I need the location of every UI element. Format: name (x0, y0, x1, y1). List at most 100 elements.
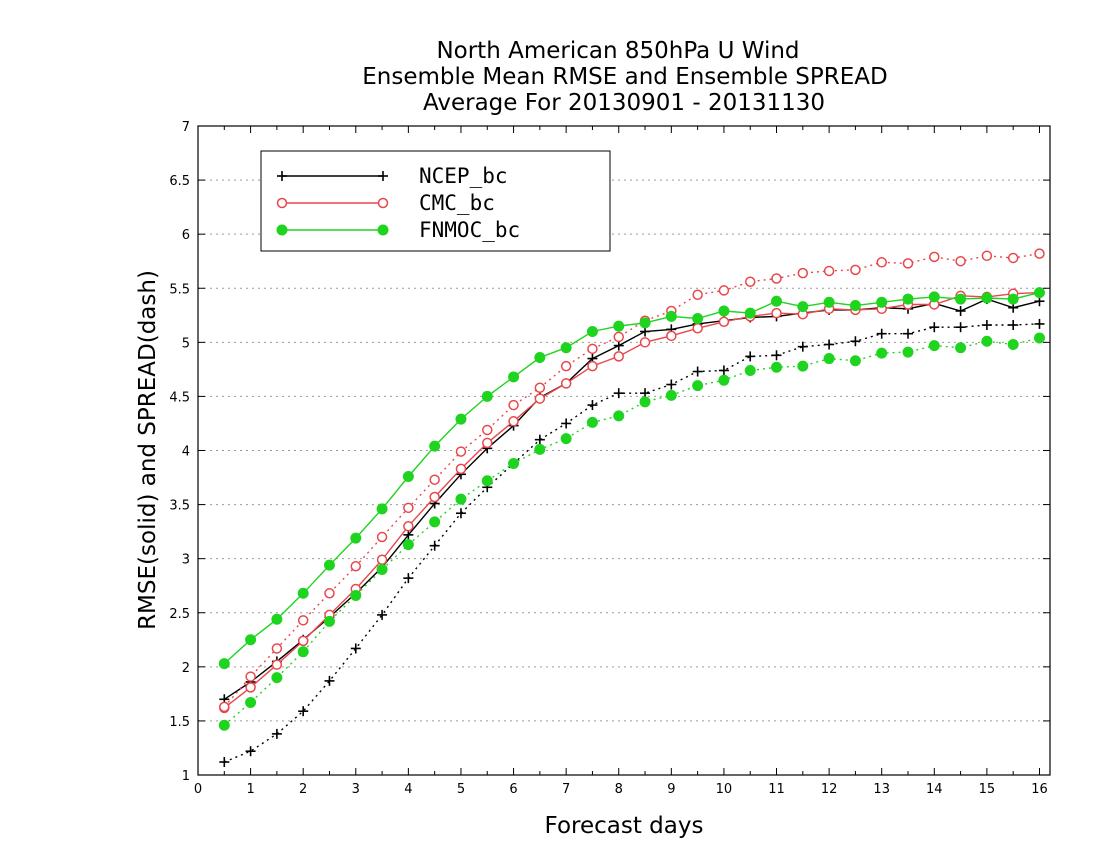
x-tick-label-14: 14 (926, 782, 943, 797)
series-fnmoc-bc-spread-point-17 (665, 389, 677, 401)
series-fnmoc-bc (218, 287, 1045, 731)
series-fnmoc-bc-rmse-point-17 (665, 310, 677, 322)
x-tick-label-10: 10 (716, 782, 733, 797)
series-cmc-bc (219, 248, 1045, 714)
series-ncep-bc-spread-point-1 (245, 746, 256, 757)
series-cmc-bc-spread-point-7 (403, 502, 414, 514)
series-ncep-bc-spread-line (224, 323, 1040, 763)
series-fnmoc-bc-rmse-point-10 (481, 390, 493, 402)
series-fnmoc-bc-spread-point-24 (849, 355, 861, 367)
y-tick-label-9: 5.5 (169, 282, 190, 297)
series-fnmoc-bc-rmse-point-7 (402, 470, 414, 482)
series-fnmoc-bc-rmse-point-25 (876, 296, 888, 308)
legend: NCEP_bc CMC_bc FNMOC_bc (260, 150, 611, 252)
series-cmc-bc-spread-point-10 (482, 424, 493, 436)
legend-marker-left-fnmoc-bc (276, 224, 288, 236)
series-fnmoc-bc-spread-point-25 (876, 347, 888, 359)
series-fnmoc-bc-spread-point-0 (218, 719, 230, 731)
x-tick-label-7: 7 (562, 782, 570, 797)
legend-label-ncep-bc: NCEP_bc (419, 164, 508, 188)
series-ncep-bc-spread-point-22 (797, 341, 808, 352)
series-ncep-bc-spread-point-26 (903, 328, 913, 339)
series-cmc-bc-spread-point-23 (823, 265, 835, 277)
series-ncep-bc (219, 294, 1045, 768)
series-ncep-bc-spread-point-2 (271, 728, 282, 739)
x-tick-label-9: 9 (667, 782, 675, 797)
series-cmc-bc-spread-point-0 (219, 701, 230, 713)
series-fnmoc-bc-spread-point-15 (613, 410, 625, 422)
series-ncep-bc-spread-point-23 (824, 339, 835, 350)
series-fnmoc-bc-rmse-point-30 (1007, 293, 1019, 305)
x-axis-label: Forecast days (545, 813, 704, 839)
series-ncep-bc-spread-point-3 (298, 706, 309, 717)
series-ncep-bc-spread-point-13 (561, 418, 572, 429)
series-cmc-bc-spread-point-12 (534, 382, 546, 394)
series-cmc-bc-spread-point-28 (955, 255, 966, 267)
series-cmc-bc-rmse-point-19 (718, 316, 730, 328)
series-cmc-bc-rmse-point-14 (587, 360, 598, 372)
series-fnmoc-bc-spread-point-7 (402, 539, 414, 551)
x-tick-label-2: 2 (299, 782, 307, 797)
legend-marker-right-ncep-bc (378, 171, 388, 181)
series-fnmoc-bc-spread-point-27 (928, 340, 940, 352)
series-fnmoc-bc-rmse-point-9 (455, 413, 467, 425)
y-tick-label-10: 6 (182, 228, 190, 243)
series-fnmoc-bc-spread-point-10 (481, 475, 493, 487)
series-ncep-bc-spread-point-20 (745, 351, 756, 362)
series-fnmoc-bc-rmse-point-2 (271, 613, 283, 625)
x-tick-label-8: 8 (615, 782, 623, 797)
series-fnmoc-bc-rmse-point-4 (323, 559, 335, 571)
series-cmc-bc-rmse-point-18 (692, 323, 703, 334)
series-fnmoc-bc-spread-point-31 (1033, 332, 1045, 344)
series-fnmoc-bc-spread-point-23 (823, 353, 835, 365)
series-fnmoc-bc-spread-point-16 (639, 396, 651, 408)
series-fnmoc-bc-rmse-point-16 (639, 317, 651, 329)
series-cmc-bc-spread-point-5 (350, 560, 362, 572)
series-cmc-bc-spread-point-6 (376, 531, 388, 543)
series-fnmoc-bc-spread-point-20 (744, 364, 756, 376)
series-fnmoc-bc-rmse-point-29 (981, 292, 993, 304)
series-cmc-bc-spread-point-4 (324, 588, 335, 599)
series-ncep-bc-spread-point-9 (455, 508, 466, 519)
series-ncep-bc-spread-point-24 (850, 336, 861, 347)
series-ncep-bc-spread-point-30 (1008, 320, 1019, 331)
y-tick-label-5: 3.5 (169, 499, 190, 514)
series-fnmoc-bc-spread-point-11 (508, 457, 520, 469)
series-cmc-bc-spread-point-30 (1007, 252, 1019, 264)
series-cmc-bc-spread-point-3 (297, 615, 309, 626)
series-cmc-bc-spread-point-14 (587, 343, 598, 355)
series-ncep-bc-spread-point-18 (692, 366, 703, 377)
series-fnmoc-bc-rmse-point-6 (376, 503, 388, 515)
series-cmc-bc-rmse-point-2 (271, 659, 283, 670)
series-fnmoc-bc-spread-point-2 (271, 672, 283, 684)
series-fnmoc-bc-rmse-point-14 (586, 326, 598, 338)
series-fnmoc-bc-spread-point-4 (323, 615, 335, 627)
legend-box (260, 150, 611, 252)
series-fnmoc-bc-rmse-point-27 (928, 291, 940, 303)
series-ncep-bc-spread-point-25 (876, 328, 887, 339)
y-tick-label-4: 3 (182, 553, 190, 568)
y-tick-label-3: 2.5 (169, 607, 190, 622)
x-tick-label-15: 15 (979, 782, 996, 797)
series-fnmoc-bc-spread-point-30 (1007, 338, 1019, 350)
series-fnmoc-bc-spread-point-6 (376, 563, 388, 575)
y-axis-label: RMSE(solid) and SPREAD(dash) (135, 270, 161, 630)
series-cmc-bc-rmse-point-15 (613, 351, 624, 362)
series-fnmoc-bc-spread-point-1 (245, 697, 257, 709)
series-fnmoc-bc-rmse-point-28 (955, 293, 967, 305)
chart-title-line-1: North American 850hPa U Wind (436, 38, 799, 64)
series-cmc-bc-rmse-point-11 (508, 416, 519, 427)
series-cmc-bc-spread-point-31 (1034, 248, 1045, 259)
series-ncep-bc-rmse-line (223, 298, 1040, 700)
x-tick-label-6: 6 (509, 782, 517, 797)
y-tick-label-1: 1.5 (169, 715, 190, 730)
series-ncep-bc-spread-point-28 (955, 322, 966, 333)
series-ncep-bc-rmse-point-15 (613, 340, 624, 351)
series-cmc-bc-spread-point-18 (692, 289, 703, 300)
x-tick-label-5: 5 (457, 782, 465, 797)
series-cmc-bc-spread-point-27 (929, 251, 940, 263)
series-ncep-bc-spread-point-21 (771, 350, 782, 361)
series-fnmoc-bc-rmse-point-5 (350, 532, 362, 544)
chart-title-line-2: Ensemble Mean RMSE and Ensemble SPREAD (362, 64, 887, 90)
